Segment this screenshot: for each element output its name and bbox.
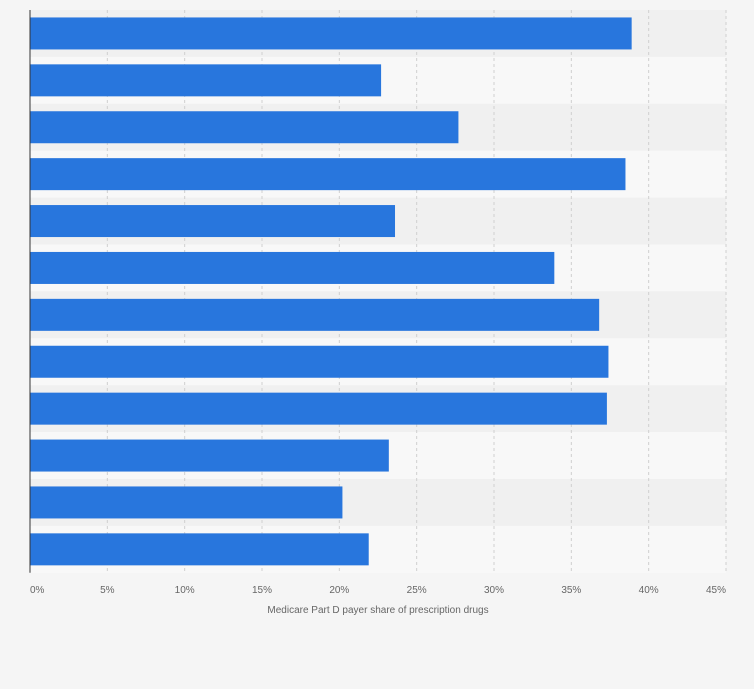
- x-tick-label: 15%: [252, 585, 272, 596]
- bar[interactable]: [30, 439, 389, 472]
- x-axis-title: Medicare Part D payer share of prescript…: [267, 605, 488, 616]
- x-tick-label: 20%: [329, 585, 349, 596]
- x-tick-label: 25%: [407, 585, 427, 596]
- bar[interactable]: [30, 17, 632, 50]
- x-tick-label: 5%: [100, 585, 115, 596]
- bar[interactable]: [30, 251, 555, 284]
- bar[interactable]: [30, 298, 600, 331]
- x-tick-label: 10%: [175, 585, 195, 596]
- x-tick-label: 30%: [484, 585, 504, 596]
- bar[interactable]: [30, 345, 609, 378]
- x-tick-label: 0%: [30, 585, 45, 596]
- bar[interactable]: [30, 158, 626, 191]
- bars: [30, 17, 632, 566]
- x-tick-label: 45%: [706, 585, 726, 596]
- x-tick-label: 40%: [639, 585, 659, 596]
- bar[interactable]: [30, 64, 382, 97]
- gridlines: [106, 10, 727, 573]
- bar[interactable]: [30, 205, 396, 238]
- bar[interactable]: [30, 486, 343, 519]
- bar[interactable]: [30, 111, 459, 144]
- bar[interactable]: [30, 392, 607, 425]
- x-axis-ticks: 0% 5% 10% 15% 20% 25% 30% 35% 40% 45%: [30, 585, 726, 596]
- bar[interactable]: [30, 533, 369, 566]
- x-tick-label: 35%: [561, 585, 581, 596]
